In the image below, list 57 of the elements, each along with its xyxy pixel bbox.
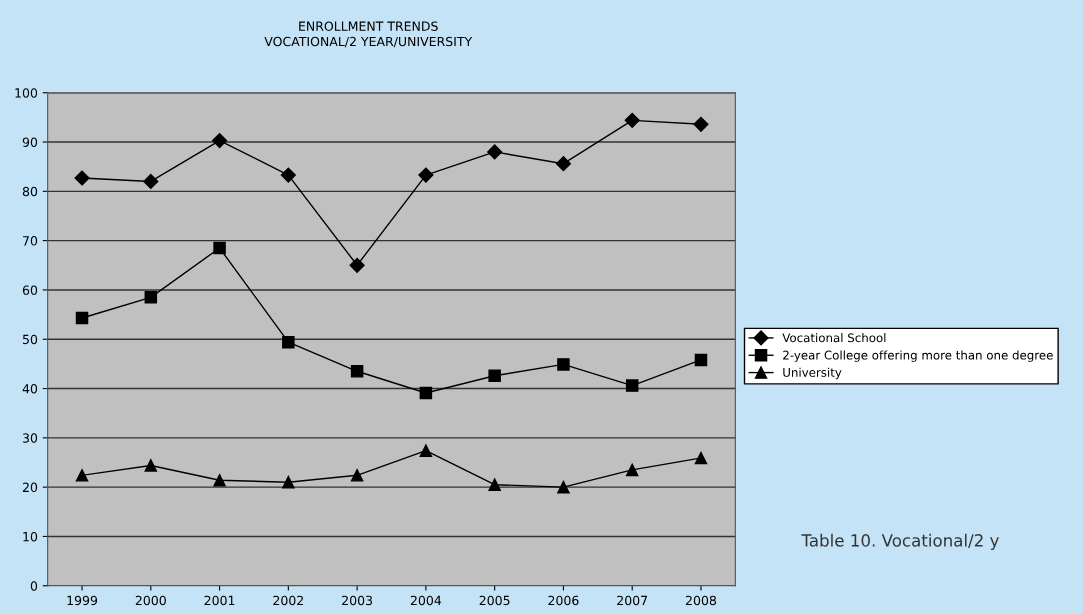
x-tick-label: 1999 — [67, 595, 98, 606]
caption: Table 10. Vocational/2 y — [801, 533, 999, 550]
point — [419, 444, 433, 457]
x-tick-label: 2001 — [204, 595, 235, 606]
x-tick-label: 2005 — [479, 595, 510, 606]
y-tick-label: 100 — [15, 88, 38, 98]
y-tick-label: 80 — [22, 186, 38, 197]
legend-label: University — [783, 367, 842, 380]
y-tick-label: 60 — [22, 285, 38, 295]
point — [144, 291, 158, 304]
point — [144, 459, 158, 472]
point — [625, 379, 639, 392]
legend-label: Vocational School — [782, 333, 886, 343]
y-tick-label: 40 — [22, 384, 38, 394]
point — [488, 369, 501, 382]
point — [418, 167, 434, 183]
point — [74, 170, 90, 186]
x-tick-label: 2008 — [685, 595, 717, 606]
legend-label: 2-year College offering more than one degree — [783, 350, 1053, 362]
chart-title: ENROLLMENT TRENDS — [299, 21, 438, 31]
point — [419, 386, 433, 400]
x-tick-label: 2003 — [342, 595, 373, 606]
y-tick-label: 0 — [30, 581, 38, 591]
x-tick-label: 2007 — [617, 595, 648, 606]
point — [213, 241, 226, 255]
x-tick-label: 2004 — [410, 595, 442, 606]
point — [75, 311, 89, 325]
x-tick-label: 2002 — [273, 595, 303, 606]
y-tick-label: 70 — [23, 236, 38, 246]
point — [625, 463, 639, 477]
y-tick-label: 50 — [22, 334, 38, 345]
point — [694, 353, 708, 367]
point — [555, 156, 572, 172]
chart-subtitle: VOCATIONAL/2 YEAR/UNIVERSITY — [264, 36, 473, 48]
point — [557, 358, 570, 371]
point — [280, 167, 296, 183]
point — [624, 112, 640, 128]
y-tick-label: 90 — [22, 137, 38, 147]
point — [213, 473, 226, 487]
point — [557, 480, 570, 494]
y-tick-label: 20 — [22, 482, 38, 493]
point — [487, 144, 503, 160]
x-tick-label: 2000 — [135, 595, 166, 606]
point — [349, 257, 365, 273]
point — [212, 132, 228, 149]
point — [693, 116, 709, 132]
point — [75, 469, 89, 482]
point — [694, 451, 708, 465]
y-tick-label: 10 — [23, 531, 38, 542]
y-tick-label: 30 — [22, 433, 38, 443]
point — [143, 173, 159, 190]
x-tick-label: 2006 — [548, 595, 579, 606]
point — [282, 475, 295, 489]
point — [350, 365, 364, 378]
point — [350, 469, 364, 482]
point — [488, 478, 501, 491]
point — [282, 335, 295, 349]
